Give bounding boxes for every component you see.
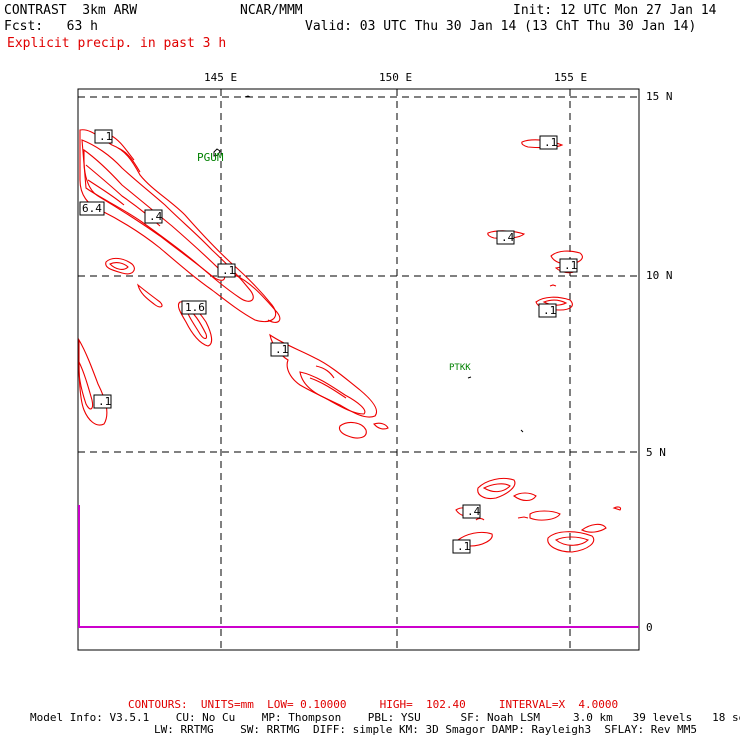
contour-se-a (477, 477, 516, 500)
contour-blob-c2 (185, 306, 208, 340)
contour-blob-b (137, 283, 163, 308)
lat-label-5: 5 N (646, 446, 666, 459)
contour-nw-8 (234, 274, 281, 323)
contour-central-blob2 (373, 422, 389, 430)
island-north (244, 95, 251, 98)
clabel-9: .1 (543, 304, 557, 317)
contour-left-edge2 (78, 361, 94, 410)
clabel-box-6 (539, 135, 558, 150)
precip-contours (78, 129, 622, 553)
contour-info: CONTOURS: UNITS=mm LOW= 0.10000 HIGH= 10… (128, 698, 619, 711)
clabel-1: 6.4 (82, 202, 102, 215)
clabel-box-2 (144, 209, 163, 224)
valid-time: Valid: 03 UTC Thu 30 Jan 14 (13 ChT Thu … (305, 19, 697, 34)
clabel-0: .1 (99, 130, 113, 143)
lon-label-150: 150 E (379, 71, 413, 84)
station-pgum: PGUM (197, 151, 224, 164)
contour-se-h (547, 531, 595, 553)
clabel-11: .4 (467, 505, 481, 518)
clabel-12: .1 (457, 540, 471, 553)
contour-se-a2 (482, 483, 511, 493)
contour-nw-3 (83, 148, 226, 281)
clabel-4: .1 (275, 343, 289, 356)
clabel-3: .1 (222, 264, 236, 277)
coastlines (213, 95, 524, 433)
contour-central-3 (309, 377, 347, 399)
clabel-8: .1 (564, 259, 578, 272)
contour-nw-5 (87, 179, 125, 206)
clabel-box-9 (538, 303, 557, 318)
contour-nw-outer (79, 129, 277, 323)
station-ptkk: PTKK (449, 363, 471, 373)
forecast-hour: Fcst: 63 h (4, 19, 98, 34)
contour-ne-f (549, 284, 557, 287)
contour-blob-a2 (109, 262, 129, 270)
clabel-2: .4 (149, 210, 163, 223)
clabel-box-12 (452, 539, 471, 554)
lon-label-155: 155 E (554, 71, 588, 84)
clabel-5: 1.6 (185, 301, 205, 314)
contour-se-h2 (554, 536, 589, 546)
contour-se-b (513, 492, 537, 502)
contour-se-e (517, 516, 529, 519)
contour-se-f (529, 510, 561, 521)
clabel-box-0 (94, 129, 113, 144)
clabel-7: .4 (501, 231, 515, 244)
contour-central-outer (269, 333, 378, 418)
lat-label-15: 15 N (646, 90, 673, 103)
contour-left-edge (78, 337, 108, 426)
contour-central-2 (299, 371, 366, 415)
organization: NCAR/MMM (240, 3, 303, 18)
contour-central-blob (338, 421, 367, 439)
clabel-box-4 (270, 342, 289, 357)
contour-blob-a (105, 257, 135, 275)
model-info-line1: Model Info: V3.5.1 CU: No Cu MP: Thompso… (30, 711, 740, 724)
contour-se-j (612, 506, 622, 511)
clabel-box-3 (217, 263, 236, 278)
clabel-6: .1 (544, 136, 558, 149)
contour-nw-6 (109, 134, 135, 161)
contour-nw-7 (117, 147, 141, 173)
map-frame (77, 88, 640, 651)
field-name: Explicit precip. in past 3 h (7, 36, 227, 51)
contour-se-i (580, 523, 607, 533)
island-guam (213, 148, 221, 157)
product-title: CONTRAST 3km ARW (4, 3, 138, 18)
contour-central-4 (315, 365, 335, 379)
contour-ne-c (550, 250, 583, 265)
model-info-line2: LW: RRTMG SW: RRTMG DIFF: simple KM: 3D … (154, 723, 698, 736)
clabel-box-11 (462, 504, 481, 519)
island-kosrae (520, 429, 524, 433)
lon-label-145: 145 E (204, 71, 238, 84)
lat-lon-grid (78, 89, 639, 650)
clabel-box-8 (559, 258, 578, 273)
contour-nw-2 (81, 139, 254, 302)
clabel-box-7 (496, 230, 515, 245)
clabel-box-5 (181, 300, 207, 315)
island-pohnpei (467, 376, 472, 379)
clabel-10: .1 (98, 395, 112, 408)
clabel-box-1 (79, 201, 105, 216)
init-time: Init: 12 UTC Mon 27 Jan 14 (513, 3, 717, 18)
lat-label-10: 10 N (646, 269, 673, 282)
lat-label-0: 0 (646, 621, 653, 634)
contour-label-boxes (79, 129, 578, 554)
contour-se-d (475, 517, 485, 521)
clabel-box-10 (93, 394, 112, 409)
